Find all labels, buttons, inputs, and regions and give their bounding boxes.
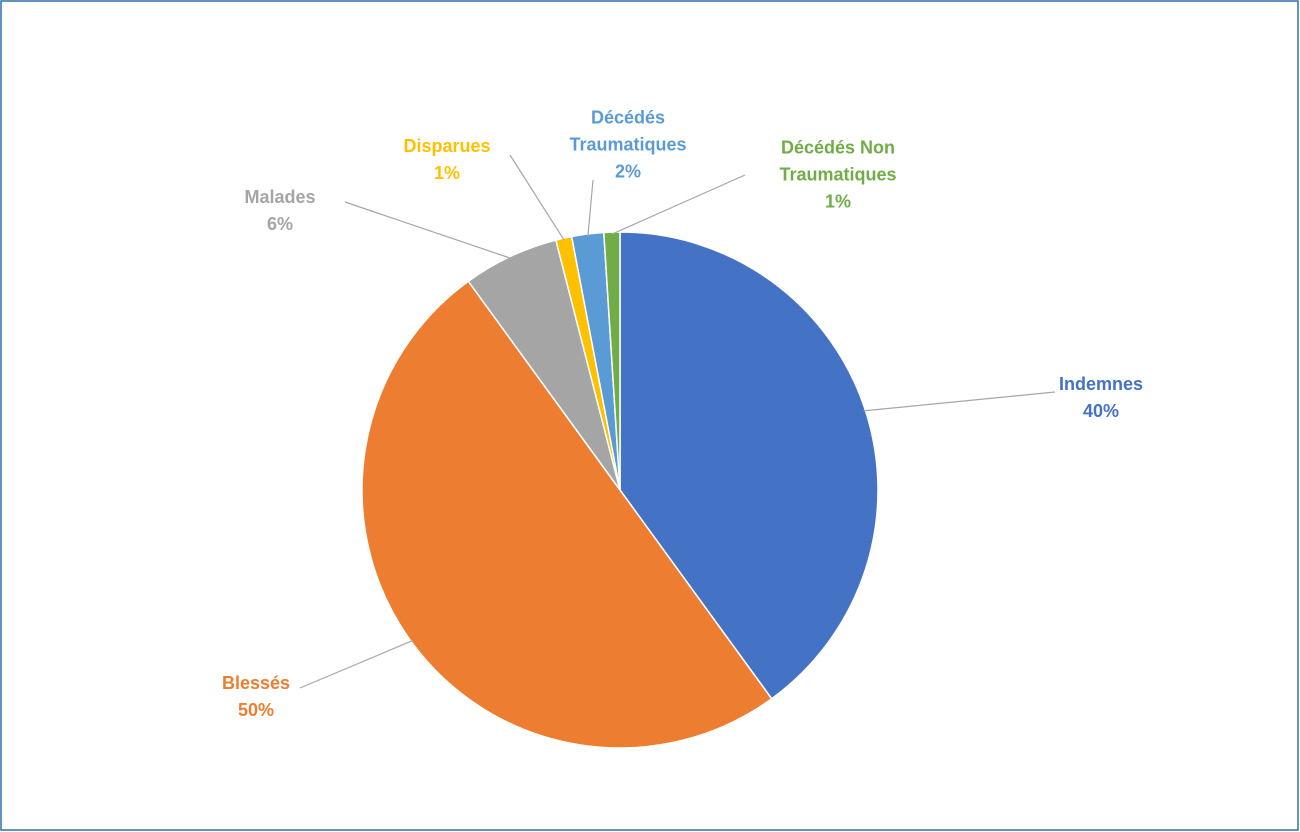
leader-line	[863, 391, 1056, 412]
category-label: Blessés	[221, 673, 291, 693]
value-label: 50%	[237, 700, 275, 720]
category-label: Malades	[244, 187, 316, 207]
leader-line	[299, 639, 414, 689]
category-label: Disparues	[403, 136, 491, 156]
data-label: Indemnes 40%	[1059, 371, 1143, 425]
leader-line	[344, 201, 512, 259]
value-label: 40%	[1082, 401, 1120, 421]
pie-slice	[603, 231, 621, 491]
category-label: Décédés Non Traumatiques	[779, 137, 897, 185]
category-label: Décédés Traumatiques	[569, 107, 687, 155]
value-label: 2%	[614, 161, 641, 182]
data-label: Blessés 50%	[222, 670, 290, 724]
data-label: Malades 6%	[244, 184, 315, 238]
leader-line	[611, 174, 746, 235]
data-label: Disparues 1%	[403, 133, 490, 187]
data-label: Décédés Traumatiques 2%	[558, 105, 698, 186]
value-label: 6%	[266, 214, 294, 234]
value-label: 1%	[824, 191, 851, 212]
leader-line	[587, 179, 594, 237]
leader-line	[509, 154, 565, 241]
value-label: 1%	[433, 163, 461, 183]
data-label: Décédés Non Traumatiques 1%	[753, 135, 923, 216]
category-label: Indemnes	[1058, 374, 1144, 394]
